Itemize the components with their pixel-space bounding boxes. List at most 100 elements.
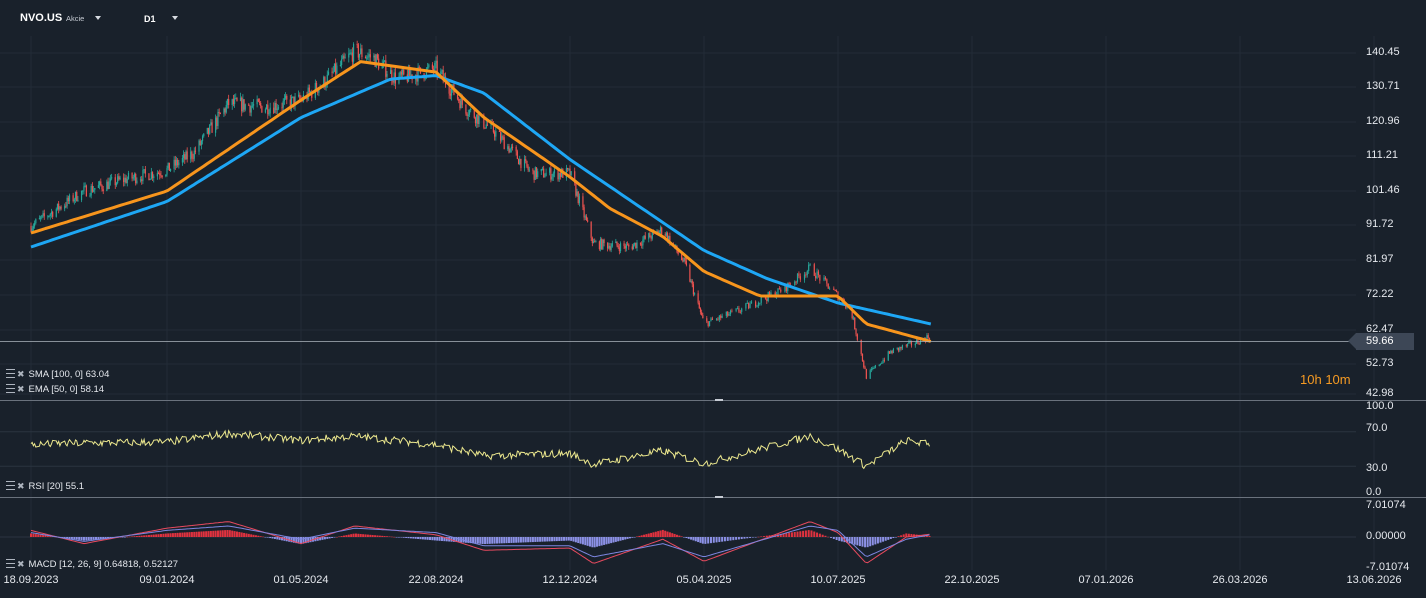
macd-histogram-bar-negative — [626, 537, 629, 539]
macd-histogram-bar-negative — [894, 537, 897, 538]
symbol-label[interactable]: NVO.US — [20, 12, 63, 24]
candle-up — [534, 167, 536, 180]
candle-down — [219, 112, 221, 114]
candle-up — [290, 97, 293, 108]
panel-resize-handle[interactable] — [715, 496, 723, 498]
current-price-line — [0, 341, 1356, 342]
sma-remove-icon[interactable]: ✖ — [17, 369, 25, 379]
macd-histogram-bar-negative — [519, 537, 522, 543]
x-tick-label: 22.08.2024 — [408, 574, 464, 586]
macd-histogram-bar-positive — [785, 533, 788, 537]
macd-histogram-bar-negative — [70, 537, 73, 539]
macd-histogram-bar-positive — [262, 536, 265, 538]
candle-down — [466, 113, 468, 116]
candle-up — [829, 288, 831, 290]
macd-histogram-bar-negative — [527, 537, 530, 543]
macd-histogram-bar-negative — [866, 537, 869, 548]
x-tick-label: 10.07.2025 — [810, 574, 866, 586]
macd-histogram-bar-negative — [871, 537, 874, 546]
macd-histogram-bar-positive — [143, 535, 146, 537]
macd-histogram-bar-positive — [126, 536, 129, 538]
candle-up — [899, 347, 901, 351]
ema-settings-icon[interactable] — [6, 384, 15, 393]
macd-histogram-bar-negative — [469, 537, 472, 544]
macd-histogram-bar-negative — [624, 537, 627, 540]
candle-up — [77, 200, 79, 202]
candle-up — [150, 172, 152, 179]
candle-up — [108, 181, 110, 189]
macd-histogram-bar-positive — [897, 536, 900, 537]
macd-histogram-bar-positive — [680, 536, 683, 537]
macd-tick-label: 7.01074 — [1366, 499, 1406, 511]
candle-up — [892, 348, 895, 354]
macd-histogram-bar-positive — [671, 533, 674, 537]
macd-histogram-bar-positive — [159, 533, 162, 537]
timeframe-selector[interactable]: D1 — [144, 14, 156, 24]
y-tick-label: 72.22 — [1366, 288, 1394, 300]
timeframe-dropdown-chevron-icon[interactable] — [172, 16, 178, 20]
candle-down — [331, 71, 333, 73]
candle-down — [815, 275, 817, 279]
symbol-dropdown-chevron-icon[interactable] — [95, 16, 101, 20]
macd-histogram-bar-negative — [729, 537, 732, 541]
macd-histogram-bar-negative — [581, 537, 584, 545]
sma-settings-icon[interactable] — [6, 369, 15, 378]
candle-up — [167, 162, 169, 169]
candle-down — [248, 104, 250, 106]
rsi-params: [20] — [47, 481, 63, 492]
candle-down — [865, 369, 867, 379]
macd-histogram-bar-negative — [402, 537, 405, 538]
macd-histogram-bar-negative — [614, 537, 617, 542]
candle-up — [178, 162, 180, 166]
macd-remove-icon[interactable]: ✖ — [17, 559, 25, 569]
candle-down — [465, 104, 467, 114]
candle-up — [728, 313, 730, 316]
candle-down — [702, 315, 704, 319]
macd-histogram-bar-positive — [214, 530, 217, 537]
macd-histogram-bar-positive — [763, 536, 766, 537]
candle-down — [585, 216, 588, 221]
candle-down — [511, 146, 514, 148]
macd-histogram-bar-positive — [174, 532, 177, 537]
panel-resize-handle[interactable] — [715, 399, 723, 401]
macd-histogram-bar-negative — [409, 537, 412, 539]
macd-histogram-bar-positive — [907, 533, 910, 537]
macd-histogram-bar-positive — [228, 530, 231, 537]
macd-histogram-bar-negative — [510, 537, 513, 543]
ema-remove-icon[interactable]: ✖ — [17, 384, 25, 394]
candle-down — [123, 177, 125, 183]
candle-down — [60, 206, 62, 209]
macd-histogram-bar-negative — [266, 537, 269, 538]
macd-histogram-bar-negative — [405, 537, 408, 538]
panel-divider-rsi-macd[interactable] — [0, 497, 1426, 498]
rsi-settings-icon[interactable] — [6, 481, 15, 490]
candle-down — [827, 283, 829, 289]
macd-histogram-bar-positive — [169, 533, 172, 537]
candle-up — [803, 274, 806, 280]
candle-up — [169, 168, 172, 171]
candle-up — [153, 176, 155, 179]
candle-up — [658, 231, 660, 234]
candle-up — [882, 359, 884, 363]
candle-down — [508, 146, 510, 153]
macd-histogram-bar-negative — [493, 537, 496, 544]
candle-down — [601, 239, 603, 250]
macd-histogram-bar-negative — [500, 537, 503, 544]
panel-divider-price-rsi[interactable] — [0, 400, 1426, 401]
candle-down — [685, 260, 687, 265]
candle-down — [216, 117, 218, 126]
rsi-value: 55.1 — [65, 481, 85, 492]
sma-value: 63.04 — [85, 369, 110, 380]
candle-down — [289, 99, 291, 108]
candle-down — [650, 237, 652, 239]
macd-histogram-bar-negative — [417, 537, 420, 539]
candle-up — [348, 53, 350, 58]
candle-up — [914, 343, 916, 346]
macd-histogram-bar-positive — [388, 536, 391, 537]
instrument-type-label[interactable]: Akcie — [66, 14, 85, 23]
macd-histogram-bar-positive — [247, 533, 250, 537]
rsi-remove-icon[interactable]: ✖ — [17, 481, 25, 491]
candle-down — [805, 274, 807, 276]
macd-settings-icon[interactable] — [6, 559, 15, 568]
